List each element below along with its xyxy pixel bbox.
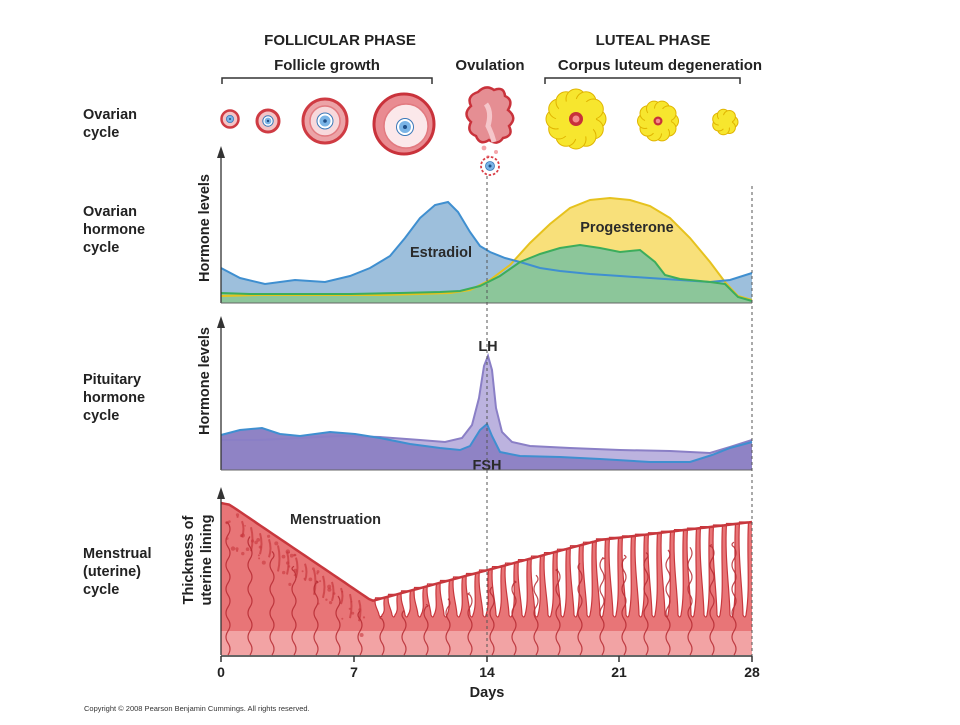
x-tick-label-0: 0: [217, 664, 225, 680]
hormone-overlap-curve: [220, 243, 753, 302]
row-label-menstrual-cycle: Menstrual (uterine) cycle: [83, 546, 156, 598]
progesterone-curve: [220, 196, 753, 301]
copyright-notice: Copyright © 2008 Pearson Benjamin Cummin…: [84, 704, 310, 713]
y-axis-thickness: [217, 487, 225, 655]
ovulation-label: Ovulation: [455, 57, 524, 74]
hormone-overlap-area: [221, 245, 752, 303]
ovulated-oocyte-icon: [480, 156, 500, 176]
corpus-luteum-bracket: [544, 77, 741, 84]
luteal-phase-title: LUTEAL PHASE: [596, 32, 711, 49]
follicle-primary-icon: [255, 108, 281, 134]
y-axis-title-hormone-2: Hormone levels: [197, 327, 213, 435]
row-label-pituitary-hormone-cycle: Pituitary hormone cycle: [83, 372, 149, 424]
x-tick-label-21: 21: [611, 664, 627, 680]
follicle-growth-bracket: [221, 77, 433, 84]
estradiol-curve: [220, 200, 753, 286]
estradiol-label: Estradiol: [410, 245, 472, 261]
fsh-curve: [220, 422, 753, 463]
follicle-growth-label: Follicle growth: [274, 57, 380, 74]
corpus-luteum-large-icon: [545, 88, 607, 150]
menstruation-label: Menstruation: [290, 512, 381, 528]
corpus-luteum-label: Corpus luteum degeneration: [558, 57, 762, 74]
progesterone-label: Progesterone: [580, 220, 673, 236]
lh-label: LH: [478, 339, 497, 355]
row-label-ovarian-cycle: Ovarian cycle: [83, 107, 141, 141]
ruptured-follicle-icon: [465, 86, 515, 159]
spiral-arteries: [225, 521, 737, 656]
x-tick-label-14: 14: [479, 664, 495, 680]
follicle-mature-icon: [372, 92, 436, 156]
y-axis-title-thickness-line1: Thickness of: [181, 516, 197, 605]
row-label-ovarian-hormone-cycle: Ovarian hormone cycle: [83, 204, 149, 256]
x-tick-label-28: 28: [744, 664, 760, 680]
y-axis-title-hormone-1: Hormone levels: [197, 174, 213, 282]
follicle-small-icon: [220, 109, 240, 129]
x-axis-title: Days: [470, 685, 505, 701]
uterine-lining-surface: [220, 501, 753, 603]
follicle-secondary-icon: [301, 97, 349, 145]
corpus-luteum-medium-icon: [637, 100, 679, 142]
x-tick-label-7: 7: [350, 664, 358, 680]
follicular-phase-title: FOLLICULAR PHASE: [264, 32, 416, 49]
corpus-luteum-small-icon: [712, 108, 739, 136]
ovarian-hormone-panel: Estradiol Progesterone: [220, 196, 753, 303]
y-axis-title-thickness-line2: uterine lining: [199, 514, 215, 605]
x-axis: [220, 655, 753, 662]
endometrial-glands: [241, 520, 750, 622]
menstrual-debris: [225, 513, 366, 637]
